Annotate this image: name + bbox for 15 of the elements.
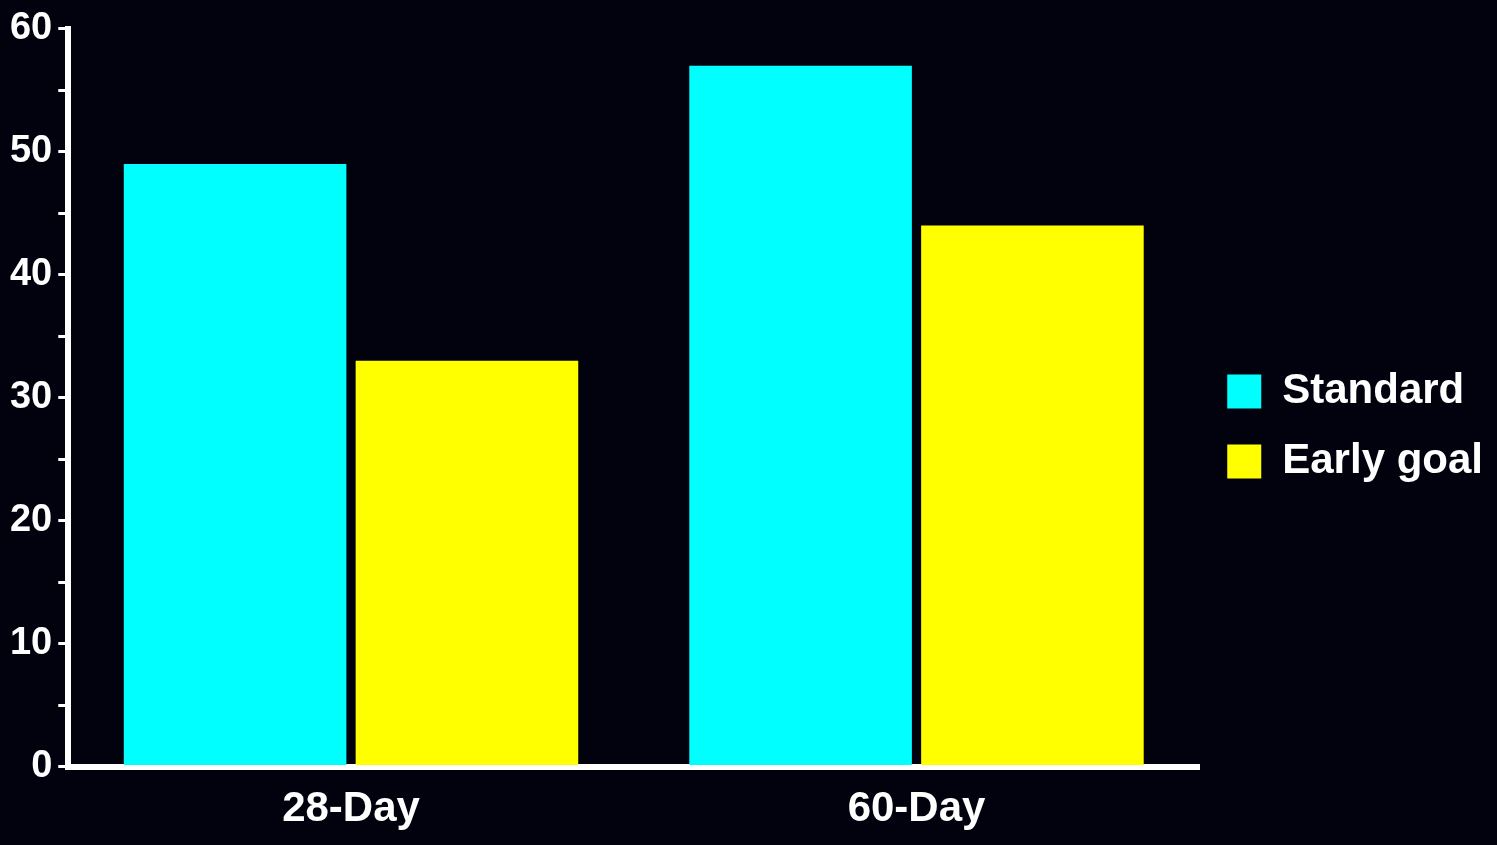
y-tick-label: 50 <box>9 128 53 171</box>
y-tick-label: 60 <box>9 5 53 48</box>
x-tick-label: 28-Day <box>282 783 421 831</box>
legend-label: Early goal <box>1282 435 1484 483</box>
bar <box>123 164 347 766</box>
y-tick-label: 20 <box>9 497 53 540</box>
y-tick-label: 30 <box>9 374 53 417</box>
y-tick-label: 0 <box>31 743 53 786</box>
bar <box>689 65 912 766</box>
y-tick-label: 10 <box>9 620 53 663</box>
bar <box>921 225 1144 766</box>
legend-label: Standard <box>1282 365 1465 413</box>
x-tick-label: 60-Day <box>847 783 987 831</box>
y-tick-label: 40 <box>9 251 53 294</box>
bar <box>355 360 579 766</box>
